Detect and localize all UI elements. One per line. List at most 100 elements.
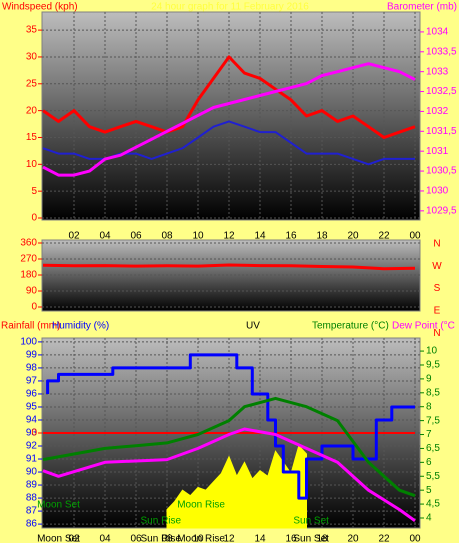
event-axis-label: Moon Set bbox=[37, 534, 80, 543]
y-tick-label: 99 bbox=[26, 350, 38, 361]
y-tick-label: 9 bbox=[426, 374, 432, 385]
y-tick-label: 10 bbox=[426, 346, 438, 357]
y-tick-label: 0 bbox=[31, 213, 37, 224]
y-tick-label: 7 bbox=[426, 429, 432, 440]
event-axis-label: Sun Rise bbox=[141, 534, 182, 543]
chart-title: 24 hour graph for 11 February 2016 bbox=[151, 2, 309, 13]
y-tick-label: 8 bbox=[426, 401, 432, 412]
y-tick-label: 98 bbox=[26, 363, 38, 374]
y-tick-label: 270 bbox=[20, 254, 37, 265]
y-tick-label: 15 bbox=[26, 132, 38, 143]
x-tick-label: 00 bbox=[409, 231, 421, 242]
event-axis-label: Sun Set bbox=[293, 534, 329, 543]
y-tick-label: 88 bbox=[26, 493, 38, 504]
series-line bbox=[42, 263, 416, 271]
uv-area bbox=[166, 444, 307, 529]
x-tick-label: 20 bbox=[347, 231, 359, 242]
x-tick-label: 06 bbox=[130, 231, 142, 242]
y-tick-label: 1032 bbox=[426, 106, 449, 117]
y-tick-label: 7,5 bbox=[426, 415, 440, 426]
y-tick-label: 90 bbox=[26, 286, 38, 297]
y-tick-label: 90 bbox=[26, 467, 38, 478]
x-tick-label: 22 bbox=[378, 534, 390, 543]
y-tick-label: 10 bbox=[26, 159, 38, 170]
y-tick-label: 0 bbox=[31, 302, 37, 313]
series-line bbox=[42, 55, 416, 139]
y-tick-label: 86 bbox=[26, 519, 38, 530]
panel-label: Humidity (%) bbox=[52, 321, 109, 332]
compass-label: E bbox=[434, 306, 441, 317]
y-tick-label: 1034 bbox=[426, 27, 449, 38]
y-tick-label: 1031,5 bbox=[426, 126, 457, 137]
x-tick-label: 04 bbox=[99, 534, 111, 543]
y-tick-label: 91 bbox=[26, 454, 38, 465]
y-tick-label: 1029,5 bbox=[426, 205, 457, 216]
compass-label: N bbox=[433, 239, 440, 250]
y-tick-label: 92 bbox=[26, 441, 38, 452]
y-tick-label: 94 bbox=[26, 415, 38, 426]
x-tick-label: 12 bbox=[223, 231, 235, 242]
x-tick-label: 10 bbox=[192, 534, 204, 543]
y-tick-label: 100 bbox=[20, 337, 37, 348]
event-label: Sun Set bbox=[293, 516, 329, 527]
series-line bbox=[42, 396, 416, 498]
y-tick-label: 1030 bbox=[426, 186, 449, 197]
y2-axis-label: Barometer (mb) bbox=[387, 2, 457, 13]
y-tick-label: 4,5 bbox=[426, 499, 440, 510]
x-tick-label: 06 bbox=[130, 534, 142, 543]
y-tick-label: 5 bbox=[426, 485, 432, 496]
y-tick-label: 1031 bbox=[426, 146, 449, 157]
x-tick-label: 04 bbox=[99, 231, 111, 242]
x-tick-label: 16 bbox=[285, 534, 297, 543]
x-tick-label: 20 bbox=[347, 534, 359, 543]
x-tick-label: 12 bbox=[223, 534, 235, 543]
x-tick-label: 00 bbox=[409, 534, 421, 543]
x-tick-label: 08 bbox=[161, 534, 173, 543]
y-tick-label: 93 bbox=[26, 428, 38, 439]
y-tick-label: 30 bbox=[26, 52, 38, 63]
x-tick-label: 02 bbox=[68, 534, 80, 543]
y-tick-label: 1033 bbox=[426, 66, 449, 77]
y-tick-label: 0 bbox=[31, 428, 37, 439]
compass-label: S bbox=[434, 283, 441, 294]
y-tick-label: 89 bbox=[26, 480, 38, 491]
y-tick-label: 1030,5 bbox=[426, 166, 457, 177]
series-line bbox=[42, 62, 416, 177]
x-tick-label: 22 bbox=[378, 231, 390, 242]
x-tick-label: 18 bbox=[316, 534, 328, 543]
y-tick-label: 87 bbox=[26, 506, 38, 517]
y-tick-label: 25 bbox=[26, 78, 38, 89]
y-tick-label: 4 bbox=[426, 513, 432, 524]
panel-label: UV bbox=[246, 321, 260, 332]
panel-label: Temperature (°C) bbox=[312, 321, 389, 332]
x-tick-label: 08 bbox=[161, 231, 173, 242]
y-tick-label: 20 bbox=[26, 105, 38, 116]
series-line bbox=[42, 427, 416, 523]
y-tick-label: 5 bbox=[31, 186, 37, 197]
x-tick-label: 14 bbox=[254, 534, 266, 543]
event-axis-label: Moon Rise bbox=[177, 534, 225, 543]
y-tick-label: 97 bbox=[26, 376, 38, 387]
y-tick-label: 6,5 bbox=[426, 443, 440, 454]
y-tick-label: 360 bbox=[20, 238, 37, 249]
x-tick-label: 16 bbox=[285, 231, 297, 242]
plot-area bbox=[41, 11, 421, 221]
x-tick-label: 18 bbox=[316, 231, 328, 242]
y-tick-label: 35 bbox=[26, 25, 38, 36]
y-tick-label: 95 bbox=[26, 402, 38, 413]
event-label: Sun Rise bbox=[141, 516, 182, 527]
event-label: Moon Set bbox=[37, 500, 80, 511]
y-tick-label: 9,5 bbox=[426, 360, 440, 371]
panel-label: Rainfall (mm) bbox=[1, 321, 60, 332]
compass-label: N bbox=[433, 328, 440, 339]
y-tick-label: 8,5 bbox=[426, 387, 440, 398]
y-tick-label: 1032,5 bbox=[426, 86, 457, 97]
y-tick-label: 6 bbox=[426, 457, 432, 468]
panel-label: Dew Point (°C bbox=[392, 321, 455, 332]
y-tick-label: 180 bbox=[20, 270, 37, 281]
y-axis-label: Windspeed (kph) bbox=[2, 2, 78, 13]
y-tick-label: 1033,5 bbox=[426, 46, 457, 57]
event-label: Moon Rise bbox=[177, 500, 225, 511]
x-tick-label: 02 bbox=[68, 231, 80, 242]
